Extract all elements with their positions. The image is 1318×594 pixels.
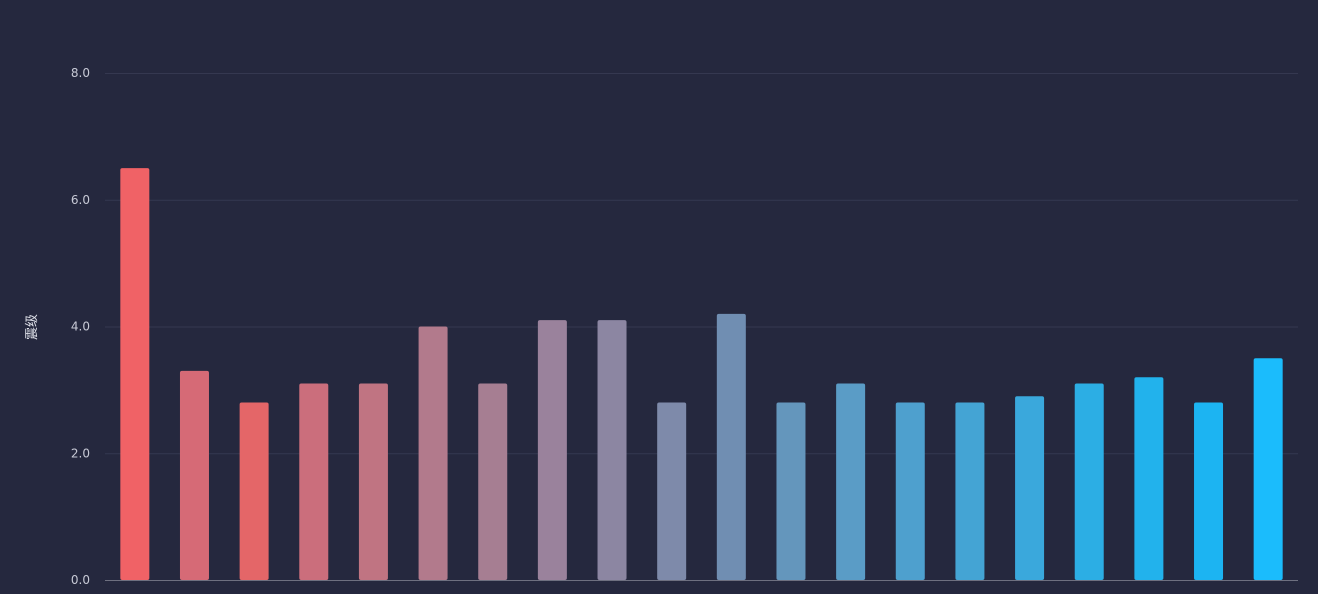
bar[interactable] bbox=[955, 402, 985, 580]
bar[interactable] bbox=[239, 402, 269, 580]
bar[interactable] bbox=[179, 370, 209, 580]
y-tick-label: 0.0 bbox=[71, 573, 90, 587]
bar[interactable] bbox=[776, 402, 806, 580]
y-tick-label: 4.0 bbox=[71, 320, 90, 334]
bar[interactable] bbox=[1253, 358, 1283, 580]
bar[interactable] bbox=[1074, 383, 1104, 580]
bar[interactable] bbox=[716, 313, 746, 580]
bar[interactable] bbox=[120, 168, 150, 580]
bar[interactable] bbox=[299, 383, 329, 580]
bar[interactable] bbox=[597, 320, 627, 580]
bar[interactable] bbox=[1134, 377, 1164, 580]
bar[interactable] bbox=[478, 383, 508, 580]
y-axis-ticks: 0.0 2.0 4.0 6.0 8.0 bbox=[71, 66, 90, 587]
bar[interactable] bbox=[1194, 402, 1224, 580]
y-axis-label: 震级 bbox=[25, 314, 40, 340]
y-tick-label: 8.0 bbox=[71, 66, 90, 80]
gridlines bbox=[105, 73, 1298, 455]
y-tick-label: 2.0 bbox=[71, 446, 90, 460]
bar[interactable] bbox=[836, 383, 866, 580]
y-tick-label: 6.0 bbox=[71, 193, 90, 207]
bar[interactable] bbox=[537, 320, 567, 580]
bar[interactable] bbox=[418, 326, 448, 581]
bar[interactable] bbox=[1015, 396, 1045, 580]
bar[interactable] bbox=[657, 402, 687, 580]
bar[interactable] bbox=[358, 383, 388, 580]
bar[interactable] bbox=[895, 402, 925, 580]
bars bbox=[120, 168, 1283, 581]
